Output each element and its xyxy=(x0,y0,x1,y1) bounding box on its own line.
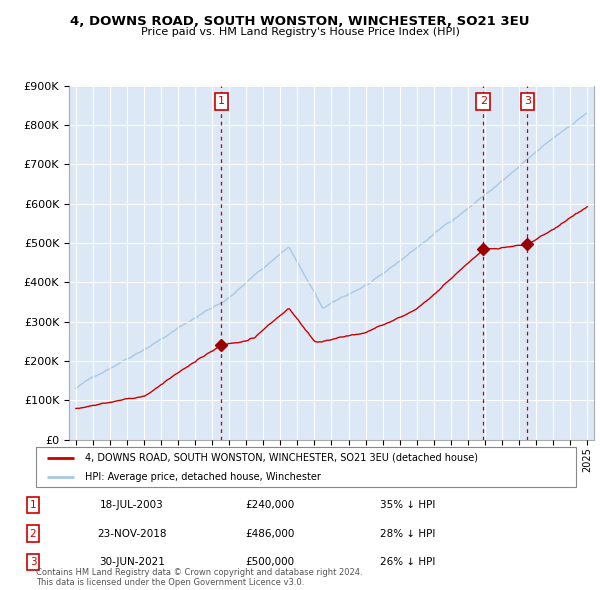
Text: 2: 2 xyxy=(29,529,37,539)
Text: 3: 3 xyxy=(29,557,37,567)
Text: 3: 3 xyxy=(524,96,531,106)
Text: 26% ↓ HPI: 26% ↓ HPI xyxy=(380,557,436,567)
Text: £500,000: £500,000 xyxy=(245,557,295,567)
Text: 2: 2 xyxy=(479,96,487,106)
Text: 4, DOWNS ROAD, SOUTH WONSTON, WINCHESTER, SO21 3EU (detached house): 4, DOWNS ROAD, SOUTH WONSTON, WINCHESTER… xyxy=(85,453,478,463)
Text: Price paid vs. HM Land Registry's House Price Index (HPI): Price paid vs. HM Land Registry's House … xyxy=(140,27,460,37)
Text: HPI: Average price, detached house, Winchester: HPI: Average price, detached house, Winc… xyxy=(85,472,320,481)
FancyBboxPatch shape xyxy=(36,447,576,487)
Text: 4, DOWNS ROAD, SOUTH WONSTON, WINCHESTER, SO21 3EU: 4, DOWNS ROAD, SOUTH WONSTON, WINCHESTER… xyxy=(70,15,530,28)
Text: 23-NOV-2018: 23-NOV-2018 xyxy=(97,529,167,539)
Text: 1: 1 xyxy=(29,500,37,510)
Text: Contains HM Land Registry data © Crown copyright and database right 2024.
This d: Contains HM Land Registry data © Crown c… xyxy=(36,568,362,587)
Text: 1: 1 xyxy=(218,96,225,106)
Text: 30-JUN-2021: 30-JUN-2021 xyxy=(99,557,165,567)
Text: £240,000: £240,000 xyxy=(245,500,295,510)
Text: £486,000: £486,000 xyxy=(245,529,295,539)
Text: 35% ↓ HPI: 35% ↓ HPI xyxy=(380,500,436,510)
Text: 28% ↓ HPI: 28% ↓ HPI xyxy=(380,529,436,539)
Text: 18-JUL-2003: 18-JUL-2003 xyxy=(100,500,164,510)
